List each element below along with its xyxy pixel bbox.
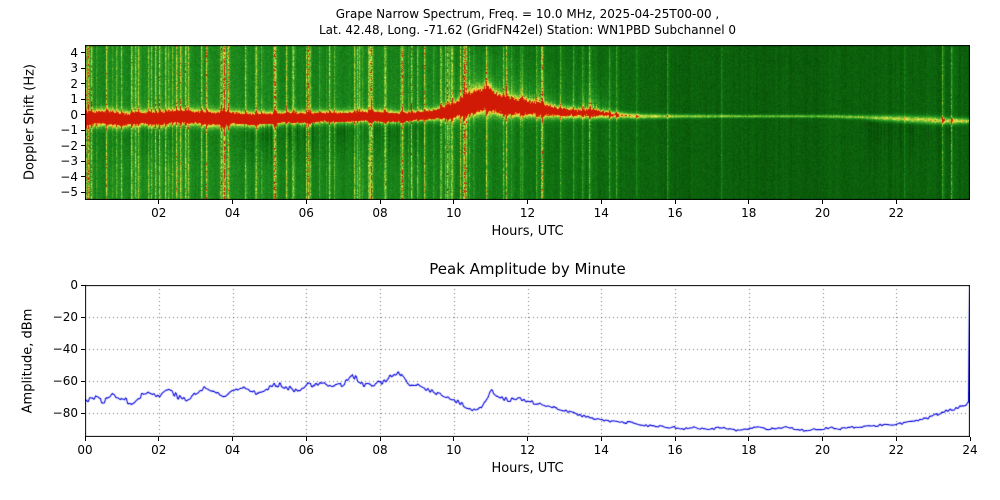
- x-tick-label: 12: [519, 443, 536, 457]
- x-tick-mark: [674, 200, 676, 204]
- x-tick-label: 02: [151, 206, 167, 220]
- amplitude-plot: [85, 285, 970, 437]
- x-tick-mark: [84, 437, 86, 441]
- y-tick-label: −1: [60, 123, 78, 138]
- y-tick-mark: [81, 52, 85, 54]
- x-tick-mark: [232, 200, 233, 204]
- y-tick-label: −3: [60, 154, 78, 169]
- x-tick-mark: [674, 437, 676, 441]
- y-tick-label: 0: [70, 278, 78, 292]
- x-tick-mark: [158, 437, 160, 441]
- spectrogram-title-line2: Lat. 42.48, Long. -71.62 (GridFN42el) St…: [318, 23, 737, 37]
- y-tick-label: −5: [60, 185, 78, 200]
- x-tick-mark: [895, 437, 897, 441]
- y-tick-label: −2: [60, 138, 78, 153]
- y-tick-mark: [81, 412, 85, 414]
- y-tick-mark: [81, 83, 85, 85]
- x-tick-mark: [158, 200, 160, 204]
- x-tick-label: 20: [814, 443, 831, 457]
- spectrogram-ylabel: Doppler Shift (Hz): [22, 64, 38, 180]
- y-tick-label: 3: [70, 61, 78, 76]
- x-tick-label: 00: [77, 443, 93, 457]
- x-tick-label: 02: [151, 443, 167, 457]
- x-tick-label: 14: [593, 206, 609, 220]
- x-tick-mark: [822, 200, 823, 204]
- amplitude-title: Peak Amplitude by Minute: [429, 260, 626, 278]
- x-tick-label: 20: [814, 206, 831, 220]
- x-tick-mark: [379, 437, 381, 441]
- y-tick-label: 1: [70, 92, 78, 107]
- amplitude-xlabel: Hours, UTC: [491, 461, 564, 476]
- x-tick-mark: [748, 437, 750, 441]
- y-tick-label: −40: [52, 342, 78, 356]
- x-tick-mark: [527, 437, 528, 441]
- y-tick-label: −80: [52, 406, 78, 420]
- y-tick-mark: [81, 98, 85, 100]
- y-tick-mark: [81, 191, 85, 193]
- x-tick-label: 04: [224, 206, 241, 220]
- x-tick-label: 10: [446, 443, 462, 457]
- x-tick-label: 18: [741, 206, 757, 220]
- x-tick-mark: [453, 437, 455, 441]
- y-tick-label: −60: [52, 374, 78, 388]
- x-tick-mark: [895, 200, 897, 204]
- y-tick-mark: [81, 145, 85, 147]
- y-tick-mark: [81, 348, 85, 350]
- x-tick-label: 10: [446, 206, 462, 220]
- amplitude-ylabel: Amplitude, dBm: [20, 308, 36, 414]
- x-tick-label: 14: [593, 443, 609, 457]
- y-tick-label: 0: [70, 107, 78, 122]
- x-tick-mark: [232, 437, 233, 441]
- spectrogram-xlabel: Hours, UTC: [491, 224, 564, 239]
- x-tick-mark: [527, 200, 528, 204]
- y-tick-mark: [81, 284, 85, 286]
- x-tick-mark: [305, 200, 307, 204]
- y-tick-label: −20: [52, 310, 78, 324]
- x-tick-mark: [600, 437, 602, 441]
- y-tick-mark: [81, 380, 85, 382]
- y-tick-label: −4: [60, 169, 78, 184]
- x-tick-label: 06: [298, 206, 314, 220]
- x-tick-mark: [822, 437, 823, 441]
- x-tick-label: 12: [519, 206, 536, 220]
- x-tick-label: 16: [667, 443, 683, 457]
- x-tick-mark: [453, 200, 455, 204]
- x-tick-mark: [969, 437, 971, 441]
- x-tick-label: 06: [298, 443, 314, 457]
- x-tick-label: 18: [741, 443, 757, 457]
- x-tick-label: 22: [888, 206, 904, 220]
- x-tick-mark: [600, 200, 602, 204]
- y-tick-mark: [81, 129, 85, 131]
- x-tick-mark: [748, 200, 750, 204]
- y-tick-mark: [81, 316, 85, 318]
- spectrogram-title: Grape Narrow Spectrum, Freq. = 10.0 MHz,…: [85, 6, 970, 38]
- y-tick-label: 4: [70, 45, 78, 60]
- y-tick-mark: [81, 176, 85, 178]
- x-tick-mark: [379, 200, 381, 204]
- x-tick-label: 08: [372, 206, 388, 220]
- x-tick-label: 08: [372, 443, 388, 457]
- y-tick-mark: [81, 67, 85, 69]
- x-tick-mark: [305, 437, 307, 441]
- spectrogram-title-line1: Grape Narrow Spectrum, Freq. = 10.0 MHz,…: [335, 7, 720, 21]
- x-tick-label: 04: [224, 443, 241, 457]
- y-tick-mark: [81, 114, 85, 116]
- spectrogram-plot: [85, 45, 970, 200]
- x-tick-label: 22: [888, 443, 904, 457]
- y-tick-mark: [81, 160, 85, 162]
- y-tick-label: 2: [70, 76, 78, 91]
- x-tick-label: 24: [962, 443, 978, 457]
- x-tick-label: 16: [667, 206, 683, 220]
